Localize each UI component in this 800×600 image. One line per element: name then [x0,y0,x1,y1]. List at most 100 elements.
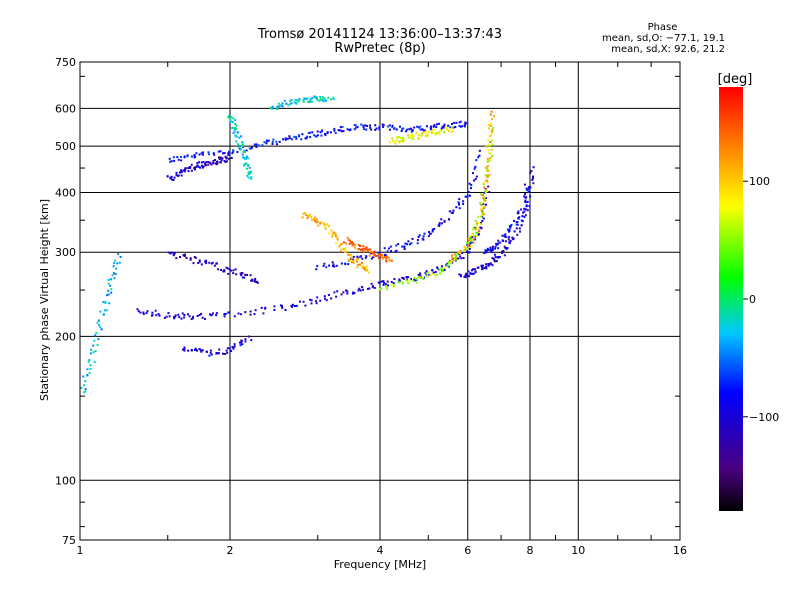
data-point [457,257,460,260]
data-point [453,126,456,129]
data-point [486,168,489,171]
data-point [227,115,230,117]
data-point [311,97,314,100]
data-point [94,350,97,353]
data-point [486,174,489,177]
data-point [417,275,420,278]
y-tick-label: 75 [62,534,76,547]
data-point [193,168,196,171]
data-point [83,384,86,387]
data-point [364,247,367,250]
data-point [390,284,393,287]
data-point [425,272,428,275]
data-point [167,312,170,315]
data-point [295,102,297,105]
data-point [432,128,435,131]
data-point [434,271,437,273]
data-point [278,140,281,143]
data-point [429,126,432,129]
data-point [481,219,484,222]
data-point [432,271,435,274]
data-point [470,244,473,247]
data-point [476,222,478,225]
data-point [200,263,203,266]
data-point [239,344,242,347]
data-point [436,123,438,126]
data-point [301,133,304,136]
data-point [345,250,348,253]
data-point [472,268,475,271]
data-point [465,122,467,125]
data-point [474,226,476,229]
data-point [495,260,498,263]
data-point [529,195,532,198]
data-point [489,123,492,125]
data-point [332,231,335,234]
data-point [485,189,487,191]
data-point [308,101,311,103]
data-point [244,338,247,341]
data-point [96,321,99,324]
data-point [224,312,227,315]
data-point [93,339,96,342]
data-point [348,129,351,132]
data-point [481,266,483,269]
data-point [422,235,425,238]
data-point [228,157,230,160]
data-point [523,207,526,210]
data-point [309,98,312,101]
data-point [352,291,355,294]
data-point [474,238,477,241]
data-point [440,129,442,132]
data-point [243,163,246,166]
data-point [219,150,222,153]
data-point [446,128,449,131]
data-point [496,256,499,258]
data-point [491,143,494,146]
data-point [482,217,485,220]
data-point [195,152,198,155]
data-point [184,168,187,171]
data-point [250,339,253,342]
data-point [383,247,386,250]
data-point [241,276,244,279]
data-point [476,226,479,229]
data-point [295,304,298,307]
data-point [245,149,248,152]
data-point [373,255,376,258]
data-point [324,227,327,230]
data-point [468,275,470,278]
data-point [176,156,179,159]
data-point [489,113,492,116]
data-point [363,267,366,270]
data-point [480,223,483,225]
data-point [254,309,257,312]
data-point [363,250,366,253]
data-point [352,261,355,264]
data-point [427,271,430,274]
data-point [359,289,362,292]
data-point [352,260,355,262]
data-point [504,233,507,236]
data-point [505,236,508,238]
data-point [80,386,83,389]
data-point [417,133,420,136]
data-point [452,130,454,133]
data-point [381,123,384,126]
data-point [340,293,343,296]
data-point [408,128,411,131]
data-point [309,298,312,301]
data-point [311,100,314,103]
data-point [491,264,494,267]
data-point [202,161,205,163]
data-point [241,143,244,146]
data-point [451,254,453,257]
data-point [477,266,480,269]
data-point [86,368,89,371]
data-point [384,254,387,257]
data-point [306,135,309,138]
data-point [390,280,393,283]
y-tick-labels: 750 600 500 400 300 200 100 75 [55,56,76,547]
data-point [172,179,175,181]
data-point [531,178,534,181]
